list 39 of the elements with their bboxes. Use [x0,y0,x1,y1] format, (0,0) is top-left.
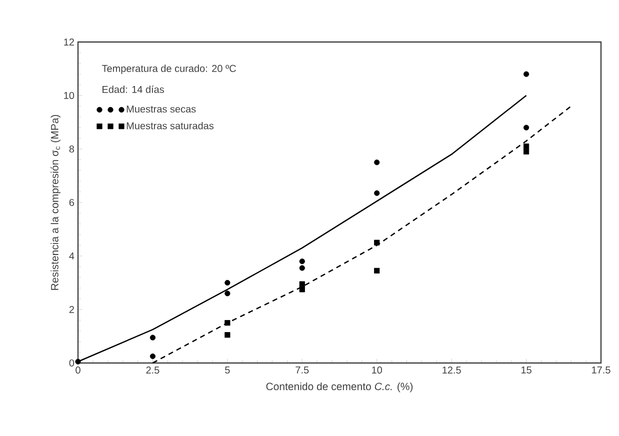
point [374,160,380,166]
x-tick-label: 2.5 [146,366,160,374]
x-tick-label: 15 [521,366,532,374]
point [374,240,380,246]
point [150,354,156,360]
point [299,265,305,271]
y-tick-label: 2 [69,306,74,313]
y-tick-label: 0 [69,359,74,367]
point [523,71,530,77]
x-tick-label: 7.5 [296,366,309,374]
legend-label: Muestras secas [126,106,196,113]
point [523,148,530,154]
annotation: Temperatura de curado: 20 ºC [102,64,236,74]
point [150,334,156,340]
x-tick-label: 5 [225,366,230,374]
y-tick-label: 6 [69,198,74,206]
x-tick-label: 10 [372,366,382,374]
point [224,332,230,338]
point [224,280,230,286]
point [224,290,230,296]
point [523,124,530,130]
y-tick-label: 8 [69,145,74,153]
x-tick-label: 17.5 [592,366,610,374]
y-tick-label: 10 [64,92,74,100]
annotation: Edad: 14 días [102,86,164,93]
y-tick-label: 12 [64,38,74,46]
y-tick-label: 4 [69,252,74,260]
y-axis-title: Resistencia a la compresión σ$_{c}$ (MPa) [50,114,60,290]
point [299,258,305,264]
point [299,281,305,287]
point [374,268,380,274]
x-axis-title: Contenido de cemento C.c. (%) [266,382,413,392]
x-tick-label: 12.5 [442,366,461,374]
legend-label: Muestras saturadas [126,122,214,130]
point [299,286,305,292]
point [75,358,81,364]
x-tick-label: 0 [76,366,80,374]
point [224,320,230,326]
point [374,190,380,196]
